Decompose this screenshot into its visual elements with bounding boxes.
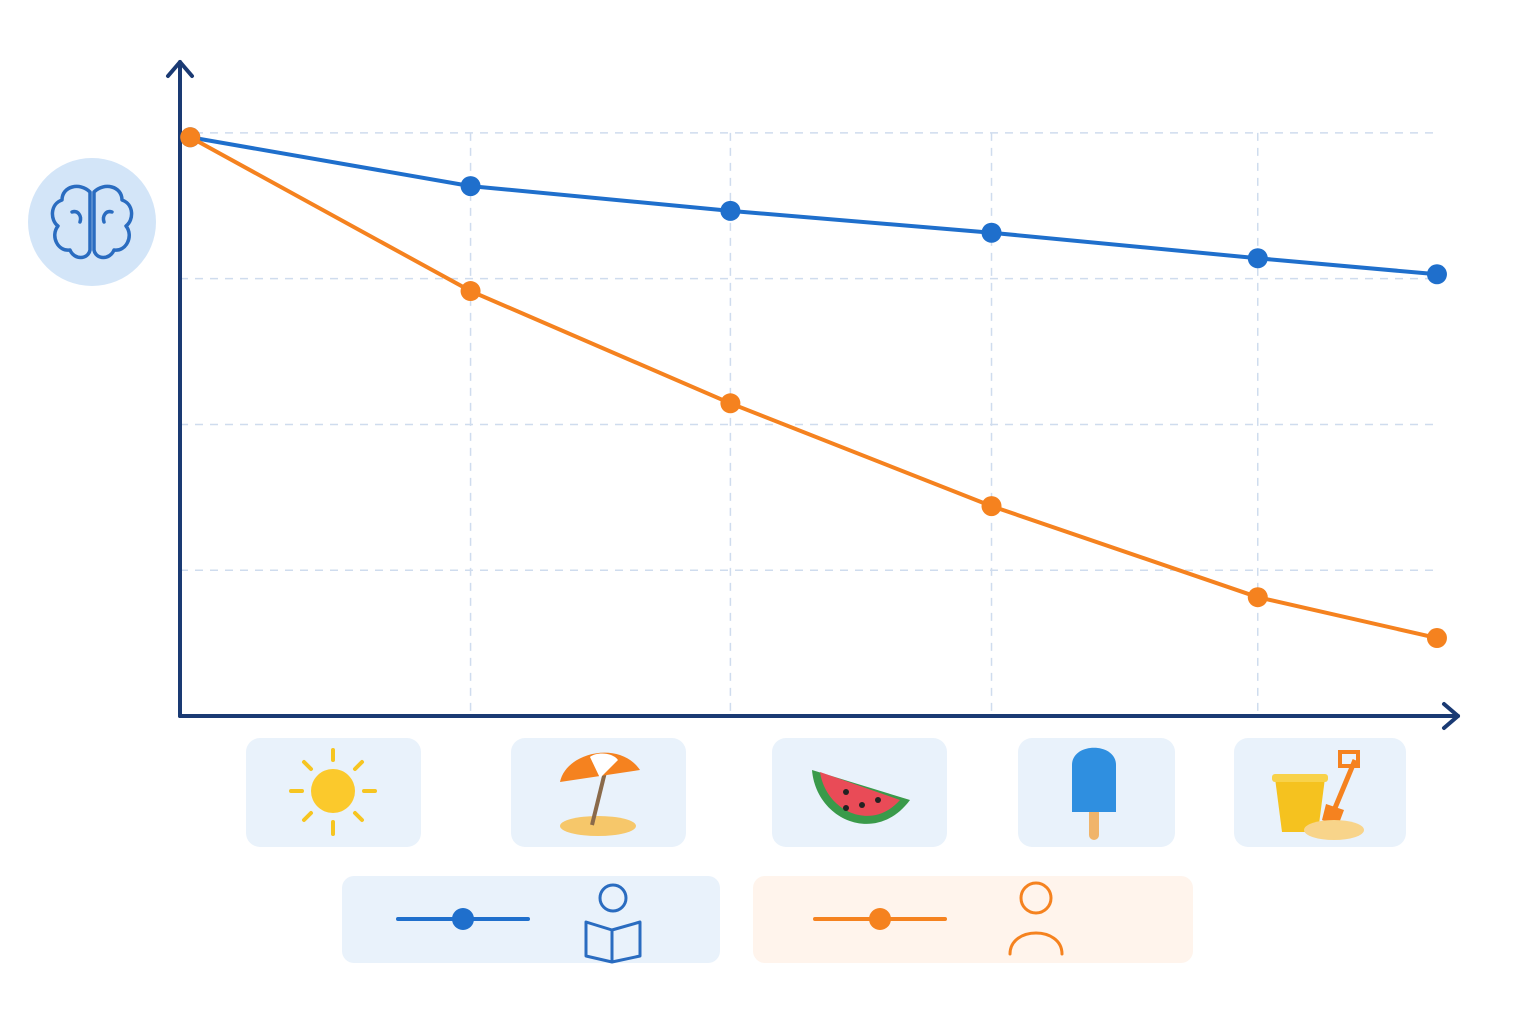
data-point — [981, 496, 1002, 517]
data-point — [981, 222, 1002, 243]
series-line — [189, 135, 1438, 640]
data-point — [180, 127, 201, 148]
data-point — [720, 200, 741, 221]
legend-marker — [869, 908, 891, 930]
plot — [180, 127, 1447, 649]
brain-icon — [28, 158, 156, 286]
grid — [180, 132, 1440, 716]
legend-keys — [396, 908, 947, 930]
series-line — [189, 135, 1438, 277]
data-point — [460, 281, 481, 302]
legend — [342, 876, 1193, 964]
data-point — [1426, 264, 1447, 285]
data-point — [1247, 248, 1268, 269]
data-point — [720, 393, 741, 414]
data-point — [460, 176, 481, 197]
data-point — [1426, 628, 1447, 649]
category-icons — [246, 738, 1406, 847]
data-point — [1247, 587, 1268, 608]
axes — [166, 60, 1460, 730]
legend-marker — [452, 908, 474, 930]
